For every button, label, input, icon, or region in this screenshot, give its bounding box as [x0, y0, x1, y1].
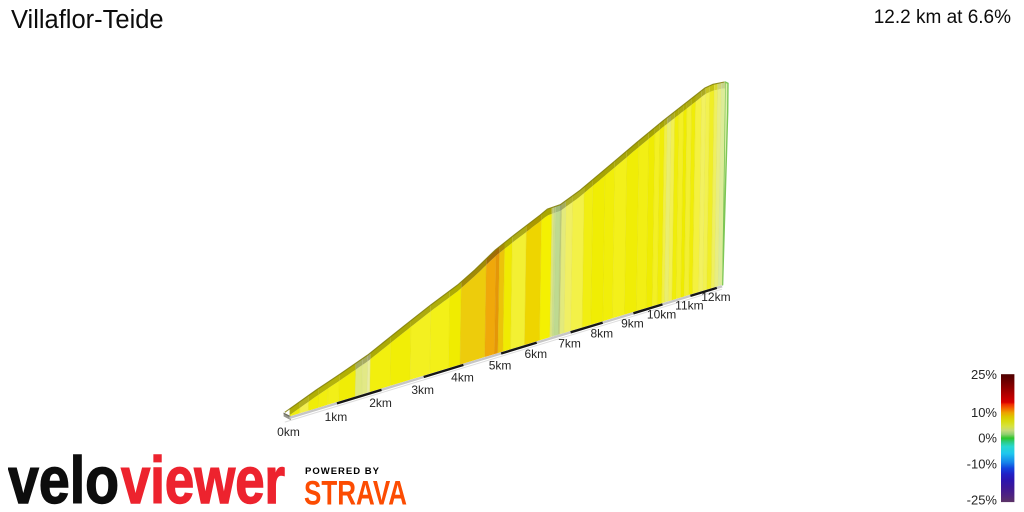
svg-text:-25%: -25%: [967, 493, 998, 508]
svg-text:25%: 25%: [971, 367, 997, 382]
svg-text:viewer: viewer: [121, 443, 285, 512]
svg-text:velo: velo: [8, 443, 119, 512]
svg-text:-10%: -10%: [967, 456, 998, 471]
svg-text:8km: 8km: [590, 326, 613, 340]
svg-text:0km: 0km: [277, 425, 300, 439]
svg-text:9km: 9km: [621, 317, 644, 331]
svg-text:6km: 6km: [524, 347, 547, 361]
svg-text:2km: 2km: [369, 396, 392, 410]
svg-text:POWERED BY: POWERED BY: [305, 466, 380, 477]
svg-text:3km: 3km: [411, 383, 434, 397]
svg-text:0%: 0%: [978, 431, 997, 446]
svg-text:STRAVA: STRAVA: [304, 475, 407, 512]
svg-text:10%: 10%: [971, 405, 997, 420]
svg-text:12km: 12km: [701, 290, 730, 304]
svg-text:7km: 7km: [558, 337, 581, 351]
svg-text:5km: 5km: [489, 359, 512, 373]
svg-text:10km: 10km: [647, 307, 676, 321]
svg-text:4km: 4km: [451, 370, 474, 384]
svg-text:11km: 11km: [675, 298, 703, 312]
svg-text:1km: 1km: [325, 410, 348, 424]
